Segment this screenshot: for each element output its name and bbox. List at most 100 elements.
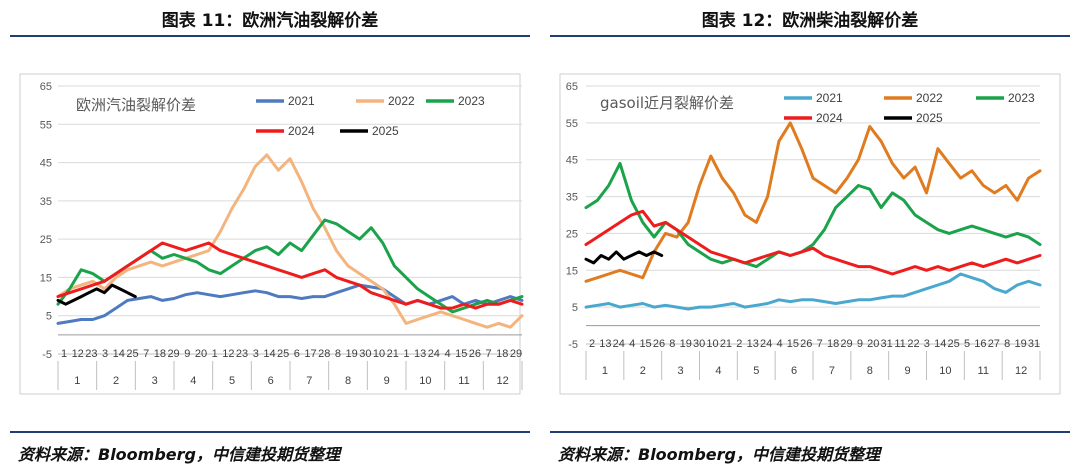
- series-line-2021: [56, 283, 524, 325]
- chart-frame: [19, 73, 521, 395]
- x-day-label: 28: [318, 348, 330, 360]
- x-month-label: 2: [113, 375, 119, 387]
- x-day-label: 25: [126, 348, 138, 360]
- y-tick-label: -5: [568, 339, 578, 351]
- x-day-label: 19: [680, 338, 692, 350]
- y-tick-label: 45: [566, 155, 578, 167]
- x-day-label: 18: [154, 348, 166, 360]
- legend-label: 2023: [1008, 91, 1035, 105]
- x-day-label: 1: [61, 348, 67, 360]
- figure-panel-right: 图表 12：欧洲柴油裂解价差 65 55 45 35 25 15 5 -5 2 13 24 4 15 26…: [550, 0, 1070, 473]
- source-divider: [550, 431, 1070, 433]
- x-month-label: 3: [678, 365, 684, 377]
- y-tick-label: 25: [40, 234, 52, 246]
- x-day-label: 18: [827, 338, 839, 350]
- x-day-label: 31: [1028, 338, 1040, 350]
- x-day-label: 11: [894, 338, 905, 350]
- x-month-label: 2: [640, 365, 646, 377]
- series-line-2021: [584, 272, 1042, 311]
- x-day-label: 29: [510, 348, 522, 360]
- y-tick-label: 45: [40, 158, 52, 170]
- series-line-2022: [584, 121, 1042, 283]
- figure-title: 图表 12：欧洲柴油裂解价差: [701, 11, 919, 31]
- series-line-2024: [56, 241, 524, 310]
- y-tick-label: 15: [566, 265, 578, 277]
- x-day-label: 24: [613, 338, 625, 350]
- x-day-label: 3: [102, 348, 108, 360]
- figure-title: 图表 11：欧洲汽油裂解价差: [161, 11, 379, 31]
- x-day-label: 25: [948, 338, 960, 350]
- x-month-label: 4: [190, 375, 196, 387]
- x-day-label: 14: [934, 338, 946, 350]
- y-tick-label: 55: [40, 119, 52, 131]
- legend-label: 2021: [288, 94, 315, 108]
- x-day-label: 30: [359, 348, 371, 360]
- x-day-label: 21: [387, 348, 399, 360]
- title-divider: [550, 35, 1070, 37]
- chart-inner-title: 欧洲汽油裂解价差: [76, 96, 196, 114]
- x-day-label: 4: [444, 348, 450, 360]
- source-note: 资料来源：Bloomberg，中信建投期货整理: [18, 445, 340, 464]
- source-note: 资料来源：Bloomberg，中信建投期货整理: [558, 445, 880, 464]
- x-month-label: 7: [306, 375, 312, 387]
- x-month-label: 9: [384, 375, 390, 387]
- legend-label: 2025: [916, 111, 943, 125]
- x-day-label: 25: [277, 348, 289, 360]
- x-day-label: 27: [988, 338, 1000, 350]
- x-month-label: 7: [829, 365, 835, 377]
- x-day-label: 17: [304, 348, 316, 360]
- x-day-label: 23: [236, 348, 248, 360]
- x-day-label: 20: [867, 338, 879, 350]
- x-day-label: 24: [428, 348, 440, 360]
- x-day-label: 8: [669, 338, 675, 350]
- x-month-label: 10: [419, 375, 431, 387]
- x-month-label: 12: [1015, 365, 1027, 377]
- x-month-label: 5: [753, 365, 759, 377]
- x-day-label: 2: [589, 338, 595, 350]
- x-day-label: 6: [294, 348, 300, 360]
- x-day-label: 26: [800, 338, 812, 350]
- x-day-label: 22: [907, 338, 919, 350]
- y-tick-label: 65: [566, 81, 578, 93]
- x-day-label: 12: [222, 348, 234, 360]
- x-day-label: 16: [974, 338, 986, 350]
- chart-inner-title: gasoil近月裂解价差: [600, 94, 734, 112]
- legend-label: 2024: [288, 124, 315, 138]
- x-day-label: 29: [167, 348, 179, 360]
- y-tick-label: 65: [40, 81, 52, 93]
- x-day-label: 15: [455, 348, 467, 360]
- x-day-label: 10: [373, 348, 385, 360]
- y-tick-label: 15: [40, 272, 52, 284]
- x-day-label: 19: [1014, 338, 1026, 350]
- x-month-label: 1: [74, 375, 80, 387]
- x-day-label: 4: [629, 338, 635, 350]
- source-divider: [10, 431, 530, 433]
- x-day-label: 3: [924, 338, 930, 350]
- y-tick-label: 35: [40, 196, 52, 208]
- x-day-label: 1: [403, 348, 409, 360]
- x-day-label: 7: [817, 338, 823, 350]
- x-month-label: 8: [867, 365, 873, 377]
- legend-label: 2024: [816, 111, 843, 125]
- x-day-label: 8: [335, 348, 341, 360]
- x-day-label: 7: [486, 348, 492, 360]
- x-day-label: 24: [760, 338, 772, 350]
- x-day-label: 13: [747, 338, 759, 350]
- series-line-2024: [584, 209, 1042, 276]
- y-tick-label: 5: [572, 302, 578, 314]
- y-tick-label: 55: [566, 118, 578, 130]
- y-tick-label: 35: [566, 192, 578, 204]
- x-day-label: 20: [195, 348, 207, 360]
- legend-label: 2023: [458, 94, 485, 108]
- x-day-label: 26: [469, 348, 481, 360]
- series-line-2025: [56, 283, 137, 306]
- x-month-label: 12: [497, 375, 509, 387]
- chart-frame: [559, 73, 1061, 395]
- y-tick-label: 5: [46, 311, 52, 323]
- x-day-label: 15: [639, 338, 651, 350]
- x-day-label: 5: [964, 338, 970, 350]
- x-day-label: 8: [1004, 338, 1010, 350]
- x-month-label: 8: [345, 375, 351, 387]
- x-day-label: 10: [706, 338, 718, 350]
- x-day-label: 15: [787, 338, 799, 350]
